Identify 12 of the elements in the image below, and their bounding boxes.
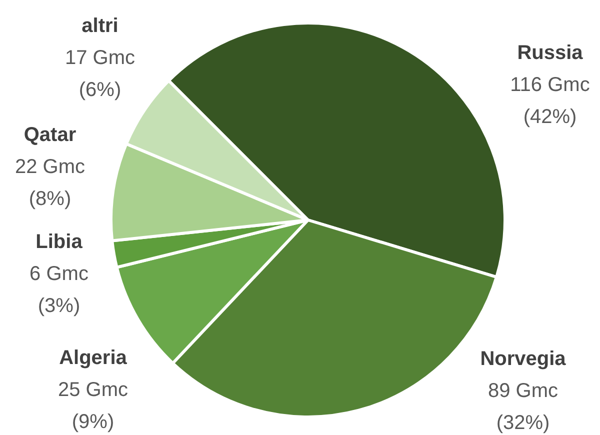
data-label: 22 Gmc (8%) (14, 156, 86, 210)
data-label: 116 Gmc (42%) (510, 74, 590, 128)
slice-label: Algeria (59, 347, 128, 369)
data-label: 25 Gmc (9%) (58, 379, 128, 433)
slice-label: Russia (517, 42, 584, 64)
slice-label: altri (82, 15, 118, 37)
slice-label: Norvegia (480, 348, 567, 370)
data-label: 6 Gmc (3%) (30, 263, 88, 317)
slice-label: Libia (36, 231, 84, 253)
data-label: 17 Gmc (6%) (64, 47, 136, 101)
data-label: 89 Gmc (32%) (488, 380, 558, 434)
slice-label: Qatar (24, 124, 76, 146)
